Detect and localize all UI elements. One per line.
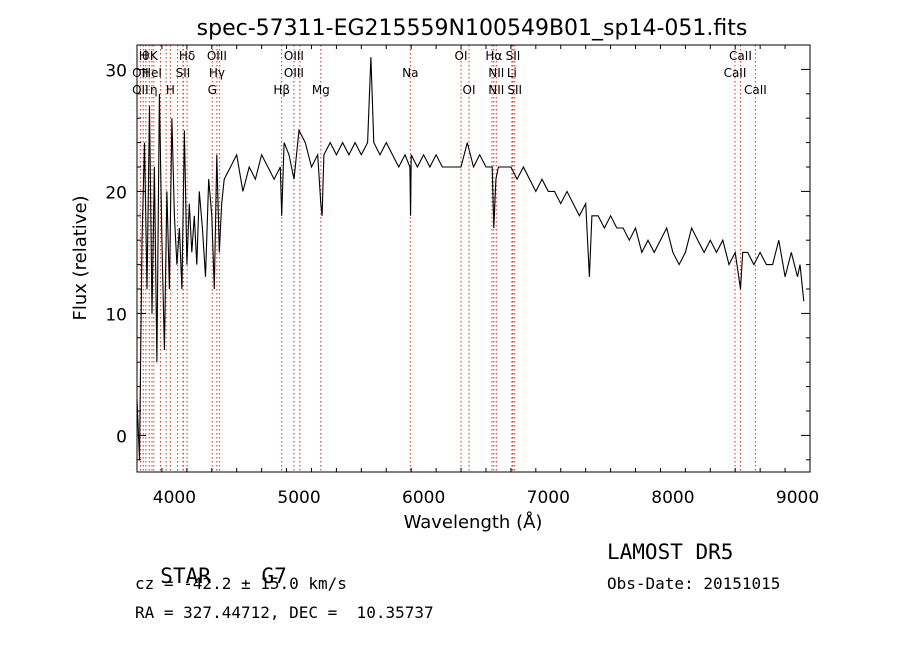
line-marker-group [139,45,756,472]
class-type: STAR [160,564,211,588]
line-marker-label: H [139,49,148,63]
x-tick-label: 7000 [527,488,570,508]
line-marker-label: OIII [284,49,304,63]
y-tick-label: 10 [105,305,127,325]
y-axis-ticks: 0 10 20 30 [105,44,810,461]
line-marker-label: OI [463,83,476,97]
line-marker-label: OII [132,83,149,97]
line-marker-label: Li [507,66,517,80]
plot-frame [136,44,811,473]
line-marker-label: Hβ [273,83,290,97]
spectrum-chart: spec-57311-EG215559N100549B01_sp14-051.f… [70,16,819,533]
redshift-value: cz = -42.2 ± 15.0 km/s [135,574,347,593]
line-marker-label: OIII [284,66,304,80]
line-marker-label: θ [142,49,149,63]
line-marker-label: CaII [724,66,747,80]
y-axis-label: Flux (relative) [70,195,91,320]
line-marker-label: OIII [207,49,227,63]
coordinates: RA = 327.44712, DEC = 10.35737 [135,603,434,622]
line-marker-label: NII [488,83,504,97]
y-tick-label: 20 [105,183,127,203]
line-marker-label: Na [402,66,418,80]
line-marker-label: Hα [485,49,502,63]
line-marker-label: Hγ [209,66,225,80]
line-marker-label: NII [488,66,504,80]
x-tick-label: 6000 [402,488,445,508]
chart-title: spec-57311-EG215559N100549B01_sp14-051.f… [197,16,748,41]
line-marker-label: Mg [312,83,330,97]
object-class: STAR G7 [135,540,287,588]
x-tick-label: 5000 [277,488,320,508]
line-marker-label: SII [176,66,191,80]
y-tick-label: 0 [116,427,127,447]
line-label-group: Hθ K Hδ OIII OIII OI Hα SII CaII OII HeI SII Hγ OIII N… [132,49,767,97]
line-marker-label: CaII [729,49,752,63]
line-marker-label: G [208,83,217,97]
x-axis-label: Wavelength (Å) [404,511,543,533]
line-marker-label: CaII [744,83,767,97]
observation-date: Obs-Date: 20151015 [607,574,781,593]
line-marker-label: H [166,83,175,97]
line-marker-label: SII [507,83,522,97]
line-marker-label: HeI [142,66,162,80]
x-tick-label: 8000 [651,488,694,508]
survey-name: LAMOST DR5 [607,540,734,564]
line-marker-label: K [150,49,159,63]
y-tick-label: 30 [105,61,127,81]
subclass: G7 [261,564,287,588]
line-marker-label: Hδ [179,49,195,63]
spectrum-series-line [136,57,805,460]
x-tick-label: 9000 [776,488,819,508]
line-marker-label: OI [455,49,468,63]
x-tick-label: 4000 [153,488,196,508]
x-axis-ticks: 4000 5000 6000 7000 8000 9000 [136,45,819,508]
line-marker-label: SII [506,49,521,63]
line-marker-label: η [150,83,158,97]
